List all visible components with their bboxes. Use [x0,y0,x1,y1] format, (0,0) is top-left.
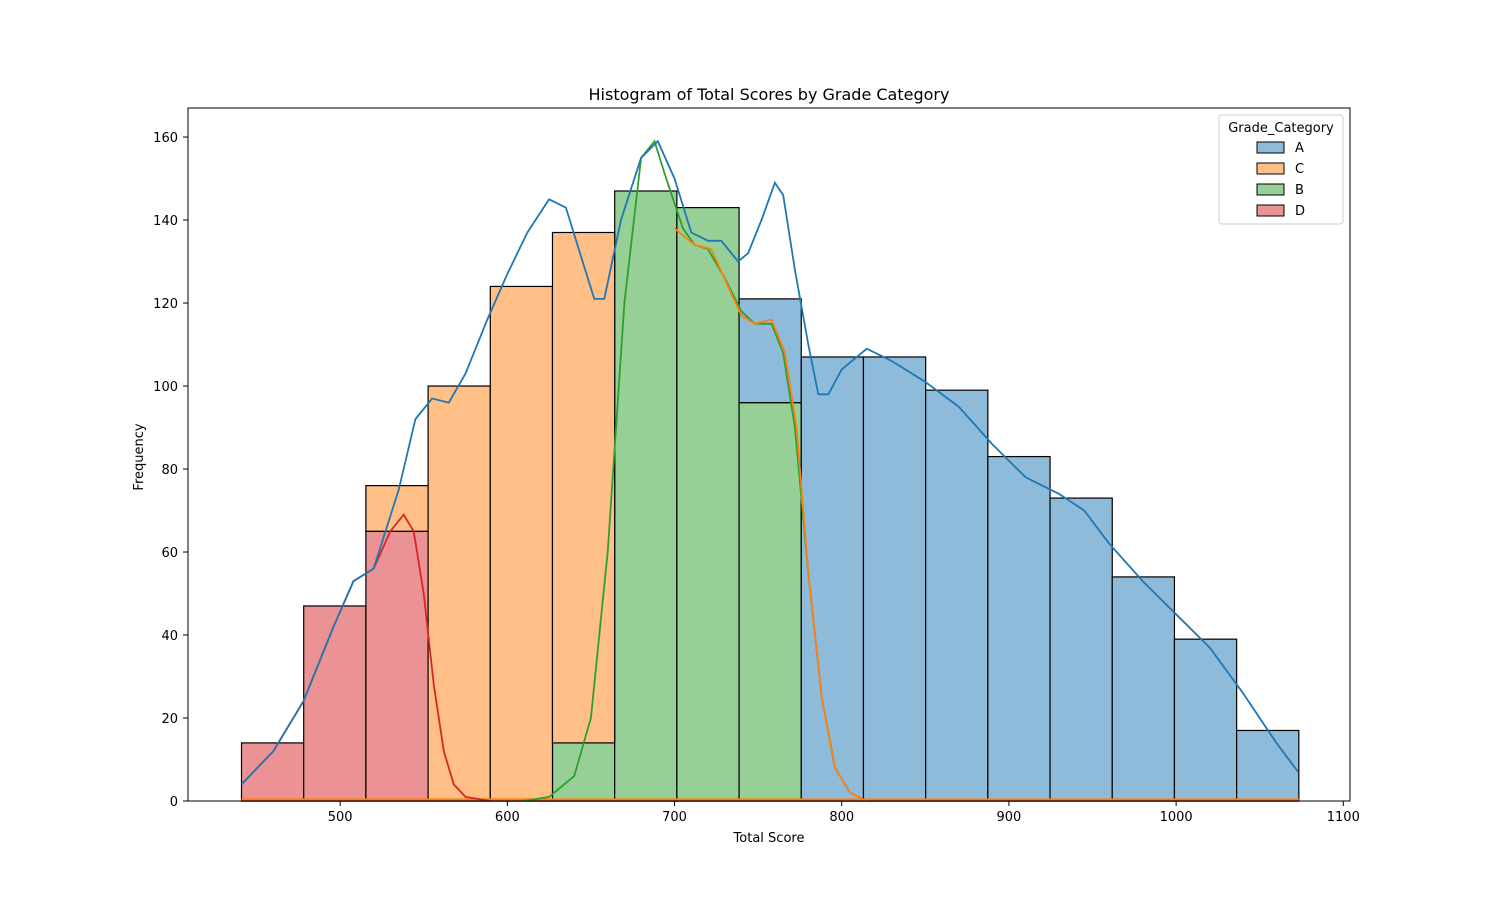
y-tick-label-0: 0 [170,795,178,810]
x-axis-label: Total Score [733,831,805,846]
y-tick-label-140: 140 [153,214,178,229]
x-tick-label-1000: 1000 [1160,810,1193,825]
legend-swatch-a [1256,141,1285,154]
y-tick-label-20: 20 [161,712,178,727]
y-tick-label-60: 60 [161,546,178,561]
x-tick-label-900: 900 [997,810,1022,825]
y-tick-label-80: 80 [161,463,178,478]
bar-a-11 [925,389,989,802]
bar-b-8 [738,402,802,802]
bar-b-7 [676,206,740,802]
bar-a-16 [1236,729,1300,802]
chart-title: Histogram of Total Scores by Grade Categ… [589,85,950,104]
legend-label-c: C [1295,162,1304,177]
bar-d-1 [303,605,367,802]
axes-frame [187,107,1351,802]
plot-area [240,139,1300,802]
bar-a-8 [738,298,802,404]
bar-a-12 [987,455,1051,802]
bar-c-3 [427,385,491,802]
bar-a-15 [1173,638,1238,802]
bar-b-5 [551,742,616,802]
legend-label-d: D [1295,204,1305,219]
bar-a-9 [800,356,865,802]
y-axis-label: Frequency [132,423,147,490]
x-tick-label-600: 600 [495,810,520,825]
bar-c-5 [551,231,616,744]
y-tick-label-120: 120 [153,297,178,312]
kde-line-c [673,227,868,802]
bar-a-10 [862,356,927,802]
kde-line-a [240,139,1299,786]
x-tick-label-1100: 1100 [1327,810,1360,825]
legend-swatch-c [1256,162,1285,175]
legend-label-a: A [1295,141,1304,156]
x-tick-label-700: 700 [662,810,687,825]
axes: 500 600 700 800 900 1000 1100 0 20 40 60 80 100 120 14… [153,107,1360,825]
legend-swatch-d [1256,204,1285,217]
x-tick-label-500: 500 [328,810,353,825]
bar-b-6 [614,190,678,802]
legend-swatch-b [1256,183,1285,196]
legend-title: Grade_Category [1228,121,1334,136]
bar-c-4 [489,285,554,802]
y-tick-label-40: 40 [161,629,178,644]
x-tick-label-800: 800 [829,810,854,825]
bar-a-13 [1049,497,1113,802]
bar-d-2 [365,530,429,802]
y-tick-label-160: 160 [153,131,178,146]
bar-a-14 [1111,576,1176,802]
legend-label-b: B [1295,183,1304,198]
y-tick-label-100: 100 [153,380,178,395]
